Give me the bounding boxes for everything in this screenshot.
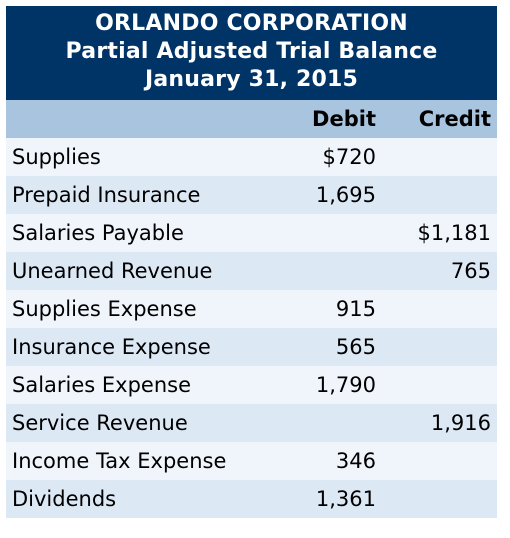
- table-row: Income Tax Expense 346: [6, 442, 497, 480]
- account-name: Dividends: [6, 480, 271, 518]
- account-column-header: [6, 100, 271, 138]
- table-row: Insurance Expense 565: [6, 328, 497, 366]
- account-name: Service Revenue: [6, 404, 271, 442]
- table-title-block: ORLANDO CORPORATION Partial Adjusted Tri…: [6, 6, 497, 100]
- account-name: Supplies Expense: [6, 290, 271, 328]
- account-name: Insurance Expense: [6, 328, 271, 366]
- debit-amount: [271, 404, 382, 442]
- column-header-row: Debit Credit: [6, 100, 497, 138]
- table-row: Dividends 1,361: [6, 480, 497, 518]
- credit-column-header: Credit: [382, 100, 497, 138]
- trial-balance-table: ORLANDO CORPORATION Partial Adjusted Tri…: [6, 6, 497, 518]
- account-rows: Supplies $720 Prepaid Insurance 1,695 Sa…: [6, 138, 497, 518]
- debit-amount: [271, 214, 382, 252]
- statement-title: Partial Adjusted Trial Balance: [65, 39, 438, 64]
- credit-amount: [382, 480, 497, 518]
- debit-amount: $720: [271, 138, 382, 176]
- table-row: Salaries Payable $1,181: [6, 214, 497, 252]
- table-row: Supplies $720: [6, 138, 497, 176]
- account-name: Income Tax Expense: [6, 442, 271, 480]
- table-row: Service Revenue 1,916: [6, 404, 497, 442]
- credit-amount: $1,181: [382, 214, 497, 252]
- credit-amount: [382, 328, 497, 366]
- account-name: Salaries Payable: [6, 214, 271, 252]
- debit-amount: 1,695: [271, 176, 382, 214]
- credit-amount: [382, 138, 497, 176]
- statement-date: January 31, 2015: [144, 67, 359, 92]
- credit-amount: 1,916: [382, 404, 497, 442]
- credit-amount: [382, 366, 497, 404]
- credit-amount: 765: [382, 252, 497, 290]
- table-row: Prepaid Insurance 1,695: [6, 176, 497, 214]
- debit-amount: 346: [271, 442, 382, 480]
- account-name: Unearned Revenue: [6, 252, 271, 290]
- credit-amount: [382, 176, 497, 214]
- debit-column-header: Debit: [271, 100, 382, 138]
- debit-amount: 915: [271, 290, 382, 328]
- table-row: Salaries Expense 1,790: [6, 366, 497, 404]
- table-row: Supplies Expense 915: [6, 290, 497, 328]
- debit-amount: 565: [271, 328, 382, 366]
- debit-amount: 1,790: [271, 366, 382, 404]
- table-row: Unearned Revenue 765: [6, 252, 497, 290]
- debit-amount: [271, 252, 382, 290]
- company-name: ORLANDO CORPORATION: [95, 11, 408, 36]
- account-name: Supplies: [6, 138, 271, 176]
- account-name: Salaries Expense: [6, 366, 271, 404]
- credit-amount: [382, 290, 497, 328]
- account-name: Prepaid Insurance: [6, 176, 271, 214]
- credit-amount: [382, 442, 497, 480]
- debit-amount: 1,361: [271, 480, 382, 518]
